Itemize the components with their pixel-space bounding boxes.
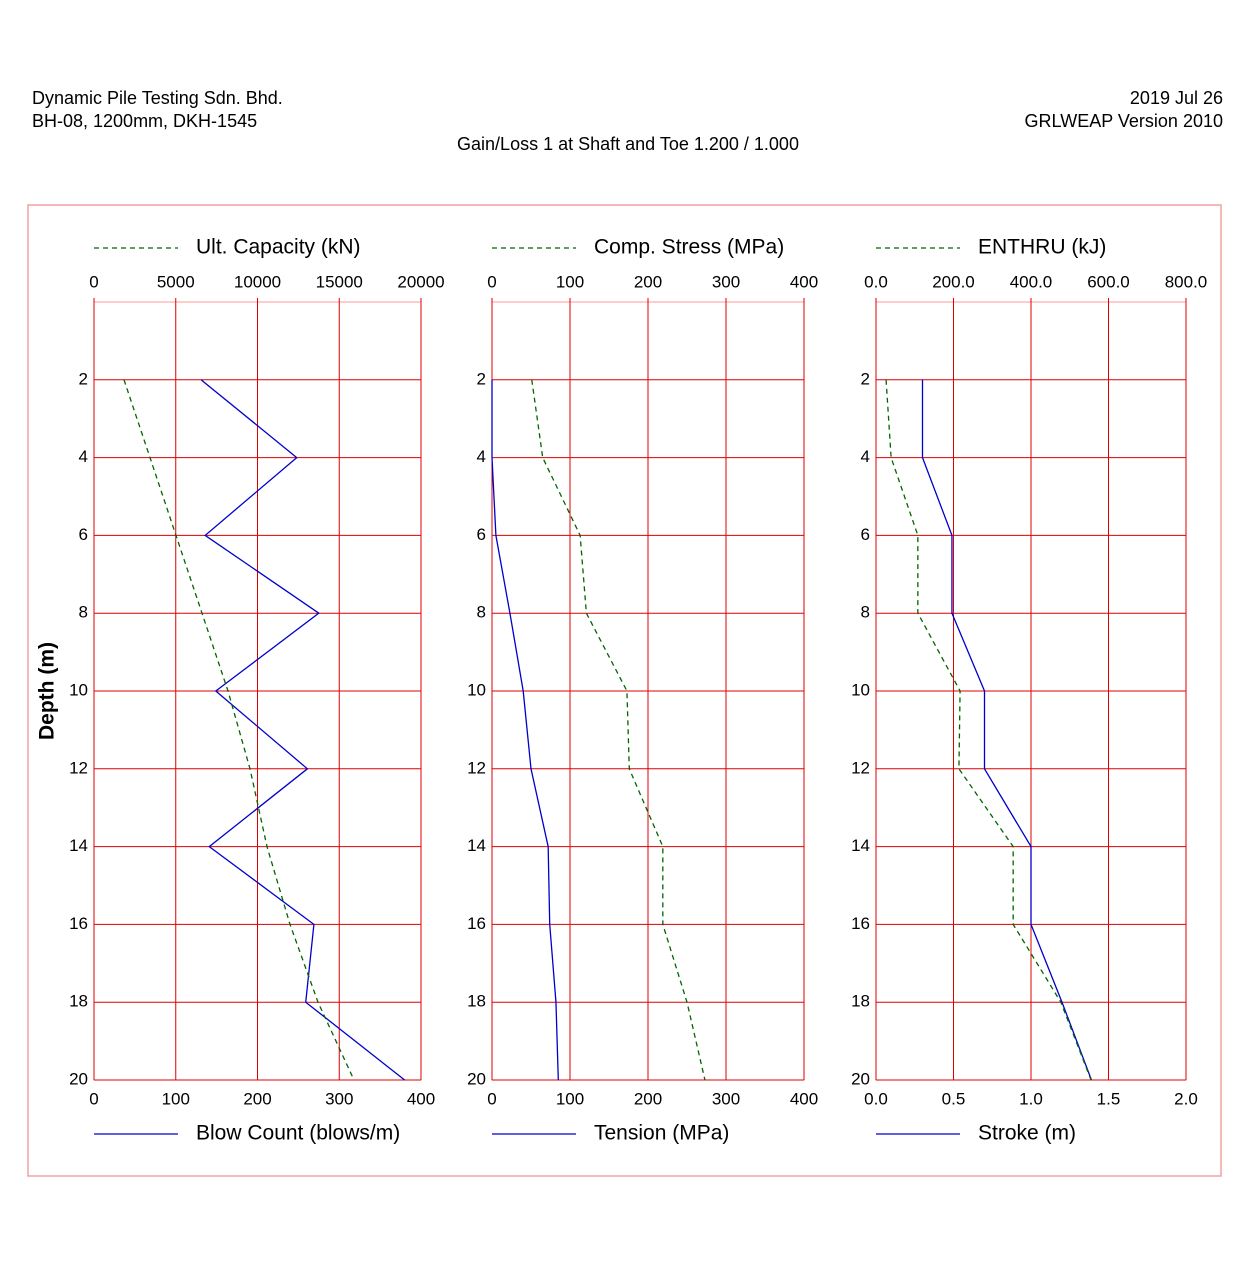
x2-tick-label: 300	[712, 272, 740, 291]
y-tick-label: 20	[851, 1069, 870, 1088]
x-tick-label: 0.5	[942, 1089, 966, 1108]
x2-tick-label: 0	[89, 272, 98, 291]
x-tick-label: 400	[407, 1089, 435, 1108]
x2-tick-label: 400.0	[1010, 272, 1053, 291]
x2-tick-label: 20000	[397, 272, 444, 291]
series-line	[200, 379, 406, 1081]
x-tick-label: 400	[790, 1089, 818, 1108]
series-line	[921, 379, 1093, 1081]
y-tick-label: 12	[69, 758, 88, 777]
x2-tick-label: 0.0	[864, 272, 888, 291]
series-line	[123, 379, 355, 1081]
y-tick-label: 10	[467, 680, 486, 699]
x-tick-label: 1.0	[1019, 1089, 1043, 1108]
y-tick-label: 20	[69, 1069, 88, 1088]
y-tick-label: 8	[861, 603, 870, 622]
x-tick-label: 200	[634, 1089, 662, 1108]
x2-tick-label: 200.0	[932, 272, 975, 291]
y-tick-label: 6	[79, 525, 88, 544]
x2-tick-label: 800.0	[1165, 272, 1208, 291]
series-line	[531, 379, 706, 1081]
series-line	[491, 379, 559, 1081]
x-tick-label: 300	[325, 1089, 353, 1108]
y-axis-label: Depth (m)	[36, 642, 59, 740]
x-tick-label: 1.5	[1097, 1089, 1121, 1108]
x-tick-label: 100	[556, 1089, 584, 1108]
legend-label: Comp. Stress (MPa)	[594, 236, 784, 259]
legend-label: Ult. Capacity (kN)	[196, 236, 361, 259]
y-tick-label: 12	[467, 758, 486, 777]
y-tick-label: 10	[851, 680, 870, 699]
frame	[27, 204, 1222, 1177]
legend-label: ENTHRU (kJ)	[978, 236, 1106, 259]
legend-label: Blow Count (blows/m)	[196, 1122, 400, 1145]
y-tick-label: 2	[79, 369, 88, 388]
x-tick-label: 300	[712, 1089, 740, 1108]
x2-tick-label: 10000	[234, 272, 281, 291]
date: 2019 Jul 26	[1130, 88, 1223, 108]
x-tick-label: 0	[487, 1089, 496, 1108]
legend-label: Tension (MPa)	[594, 1122, 729, 1145]
x-tick-label: 200	[243, 1089, 271, 1108]
x2-tick-label: 600.0	[1087, 272, 1130, 291]
x2-tick-label: 100	[556, 272, 584, 291]
y-tick-label: 2	[861, 369, 870, 388]
y-tick-label: 8	[79, 603, 88, 622]
y-tick-label: 10	[69, 680, 88, 699]
legend-label: Stroke (m)	[978, 1122, 1076, 1145]
y-tick-label: 4	[79, 447, 88, 466]
x-tick-label: 0.0	[864, 1089, 888, 1108]
y-tick-label: 18	[467, 992, 486, 1011]
y-tick-label: 14	[69, 836, 88, 855]
company: Dynamic Pile Testing Sdn. Bhd.	[32, 88, 283, 108]
y-tick-label: 18	[69, 992, 88, 1011]
y-tick-label: 20	[467, 1069, 486, 1088]
y-tick-label: 16	[467, 914, 486, 933]
x2-tick-label: 400	[790, 272, 818, 291]
y-tick-label: 4	[477, 447, 486, 466]
x-tick-label: 0	[89, 1089, 98, 1108]
x2-tick-label: 15000	[316, 272, 363, 291]
y-tick-label: 4	[861, 447, 870, 466]
x2-tick-label: 5000	[157, 272, 195, 291]
y-tick-label: 6	[861, 525, 870, 544]
x2-tick-label: 0	[487, 272, 496, 291]
y-tick-label: 18	[851, 992, 870, 1011]
x2-tick-label: 200	[634, 272, 662, 291]
series-line	[885, 379, 1092, 1081]
y-tick-label: 14	[467, 836, 486, 855]
y-tick-label: 8	[477, 603, 486, 622]
y-tick-label: 16	[851, 914, 870, 933]
y-tick-label: 2	[477, 369, 486, 388]
y-tick-label: 6	[477, 525, 486, 544]
chart-title: Gain/Loss 1 at Shaft and Toe 1.200 / 1.0…	[457, 134, 799, 154]
y-tick-label: 14	[851, 836, 870, 855]
x-tick-label: 100	[162, 1089, 190, 1108]
project: BH-08, 1200mm, DKH-1545	[32, 111, 257, 131]
x-tick-label: 2.0	[1174, 1089, 1198, 1108]
y-tick-label: 16	[69, 914, 88, 933]
software: GRLWEAP Version 2010	[1025, 111, 1223, 131]
y-tick-label: 12	[851, 758, 870, 777]
